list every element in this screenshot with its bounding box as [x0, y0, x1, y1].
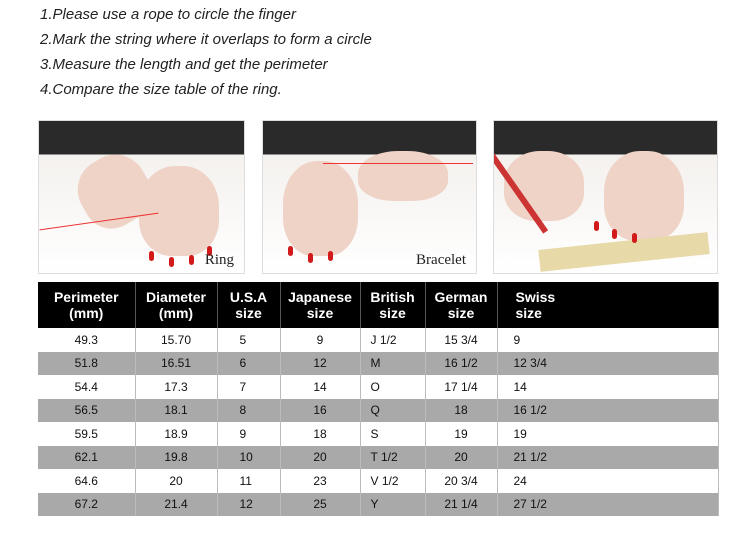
cell-usa: 5 — [217, 328, 281, 352]
header-line: size — [379, 305, 406, 321]
cell-diameter: 18.1 — [135, 398, 218, 422]
cell-german: 21 1/4 — [425, 492, 498, 516]
header-line: size — [306, 305, 334, 321]
cell-british: Q — [360, 398, 426, 422]
cell-japanese: 25 — [280, 492, 361, 516]
cell-swiss: 21 1/2 — [497, 445, 719, 469]
header-line: size — [515, 305, 542, 321]
bracelet-photo: Bracelet — [262, 120, 477, 274]
header-german: German size — [425, 282, 498, 328]
cell-german: 18 — [425, 398, 498, 422]
step-4: 4.Compare the size table of the ring. — [40, 81, 282, 98]
step-3: 3.Measure the length and get the perimet… — [40, 56, 328, 73]
cell-diameter: 15.70 — [135, 328, 218, 352]
cell-japanese: 16 — [280, 398, 361, 422]
cell-usa: 11 — [217, 469, 281, 493]
cell-diameter: 20 — [135, 469, 218, 493]
cell-perimeter: 51.8 — [38, 351, 136, 375]
header-line: Swiss — [515, 289, 556, 305]
ring-size-table: Perimeter (mm) Diameter (mm) U.S.A size Japane… — [38, 282, 719, 516]
header-line: Perimeter — [53, 289, 119, 305]
cell-british: J 1/2 — [360, 328, 426, 352]
cell-perimeter: 56.5 — [38, 398, 136, 422]
cell-perimeter: 49.3 — [38, 328, 136, 352]
header-line: U.S.A — [229, 289, 268, 305]
ring-photo: Ring — [38, 120, 245, 274]
cell-diameter: 21.4 — [135, 492, 218, 516]
cell-german: 20 — [425, 445, 498, 469]
cell-german: 19 — [425, 422, 498, 446]
cell-diameter: 18.9 — [135, 422, 218, 446]
header-perimeter: Perimeter (mm) — [38, 282, 136, 328]
header-line: British — [370, 289, 415, 305]
cell-swiss: 14 — [497, 375, 719, 399]
cell-swiss: 12 3/4 — [497, 351, 719, 375]
step-2: 2.Mark the string where it overlaps to f… — [40, 31, 372, 48]
cell-swiss: 19 — [497, 422, 719, 446]
cell-perimeter: 67.2 — [38, 492, 136, 516]
photo-caption: Ring — [204, 252, 234, 268]
cell-japanese: 20 — [280, 445, 361, 469]
cell-swiss: 16 1/2 — [497, 398, 719, 422]
header-line: German — [434, 289, 488, 305]
cell-perimeter: 59.5 — [38, 422, 136, 446]
cell-usa: 7 — [217, 375, 281, 399]
cell-japanese: 9 — [280, 328, 361, 352]
cell-british: V 1/2 — [360, 469, 426, 493]
cell-diameter: 17.3 — [135, 375, 218, 399]
table-row: 49.3 15.70 5 9 J 1/2 15 3/4 9 — [38, 328, 719, 352]
cell-swiss: 27 1/2 — [497, 492, 719, 516]
table-row: 67.2 21.4 12 25 Y 21 1/4 27 1/2 — [38, 492, 719, 516]
cell-perimeter: 64.6 — [38, 469, 136, 493]
header-british: British size — [360, 282, 426, 328]
header-japanese: Japanese size — [280, 282, 361, 328]
cell-swiss: 9 — [497, 328, 719, 352]
cell-british: Y — [360, 492, 426, 516]
table-row: 56.5 18.1 8 16 Q 18 16 1/2 — [38, 398, 719, 422]
cell-usa: 9 — [217, 422, 281, 446]
table-row: 62.1 19.8 10 20 T 1/2 20 21 1/2 — [38, 445, 719, 469]
header-diameter: Diameter (mm) — [135, 282, 218, 328]
cell-swiss: 24 — [497, 469, 719, 493]
cell-usa: 6 — [217, 351, 281, 375]
cell-diameter: 16.51 — [135, 351, 218, 375]
cell-perimeter: 62.1 — [38, 445, 136, 469]
instructions: 1.Please use a rope to circle the finger… — [40, 4, 372, 104]
cell-british: M — [360, 351, 426, 375]
cell-british: S — [360, 422, 426, 446]
cell-japanese: 18 — [280, 422, 361, 446]
cell-japanese: 14 — [280, 375, 361, 399]
cell-usa: 8 — [217, 398, 281, 422]
cell-german: 16 1/2 — [425, 351, 498, 375]
header-line: size — [235, 305, 262, 321]
header-line: (mm) — [158, 305, 194, 321]
table-row: 59.5 18.9 9 18 S 19 19 — [38, 422, 719, 446]
header-swiss: Swiss size — [497, 282, 719, 328]
table-row: 64.6 20 11 23 V 1/2 20 3/4 24 — [38, 469, 719, 493]
cell-british: T 1/2 — [360, 445, 426, 469]
photo-caption: Bracelet — [416, 252, 466, 268]
cell-usa: 12 — [217, 492, 281, 516]
header-line: (mm) — [69, 305, 104, 321]
measure-photo — [493, 120, 718, 274]
cell-diameter: 19.8 — [135, 445, 218, 469]
step-1: 1.Please use a rope to circle the finger — [40, 6, 296, 23]
table-row: 54.4 17.3 7 14 O 17 1/4 14 — [38, 375, 719, 399]
table-row: 51.8 16.51 6 12 M 16 1/2 12 3/4 — [38, 351, 719, 375]
header-line: Japanese — [288, 289, 352, 305]
header-usa: U.S.A size — [217, 282, 281, 328]
cell-german: 17 1/4 — [425, 375, 498, 399]
header-line: Diameter — [146, 289, 206, 305]
cell-usa: 10 — [217, 445, 281, 469]
cell-japanese: 12 — [280, 351, 361, 375]
cell-perimeter: 54.4 — [38, 375, 136, 399]
cell-german: 20 3/4 — [425, 469, 498, 493]
cell-german: 15 3/4 — [425, 328, 498, 352]
header-line: size — [447, 305, 475, 321]
cell-british: O — [360, 375, 426, 399]
cell-japanese: 23 — [280, 469, 361, 493]
